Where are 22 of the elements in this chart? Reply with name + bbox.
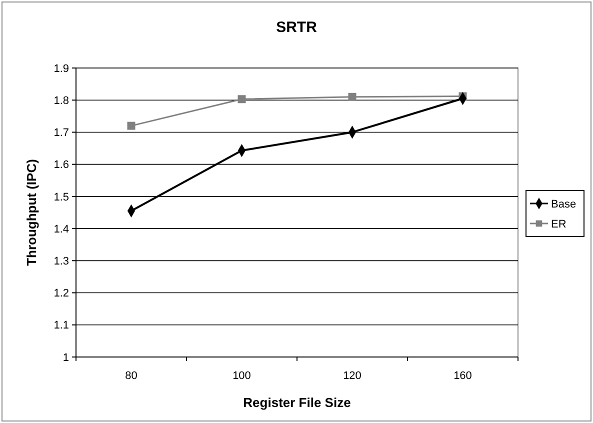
y-tick-label: 1.8 bbox=[54, 94, 69, 107]
y-tick-label: 1.1 bbox=[54, 320, 69, 332]
y-tick-label: 1.9 bbox=[54, 62, 69, 75]
x-axis-title: Register File Size bbox=[243, 395, 351, 410]
point bbox=[127, 122, 136, 130]
chart-title: SRTR bbox=[276, 19, 318, 36]
y-tick-label: 1.5 bbox=[54, 191, 69, 204]
y-tick-label: 1.4 bbox=[54, 223, 69, 236]
y-tick-label: 1 bbox=[62, 352, 69, 364]
y-tick-label: 1.7 bbox=[54, 127, 69, 140]
x-tick-label: 80 bbox=[125, 370, 138, 382]
x-tick-label: 100 bbox=[232, 370, 251, 382]
x-tick-label: 120 bbox=[343, 370, 362, 382]
y-tick-label: 1.3 bbox=[54, 256, 69, 268]
y-axis-title: Throughput (IPC) bbox=[24, 159, 39, 266]
x-tick-label: 160 bbox=[454, 370, 472, 382]
legend-label: Base bbox=[551, 198, 576, 210]
y-tick-label: 1.6 bbox=[54, 159, 69, 172]
legend-label: ER bbox=[551, 218, 566, 230]
point bbox=[348, 92, 356, 101]
y-tick-label: 1.2 bbox=[54, 288, 69, 300]
point bbox=[238, 95, 246, 104]
